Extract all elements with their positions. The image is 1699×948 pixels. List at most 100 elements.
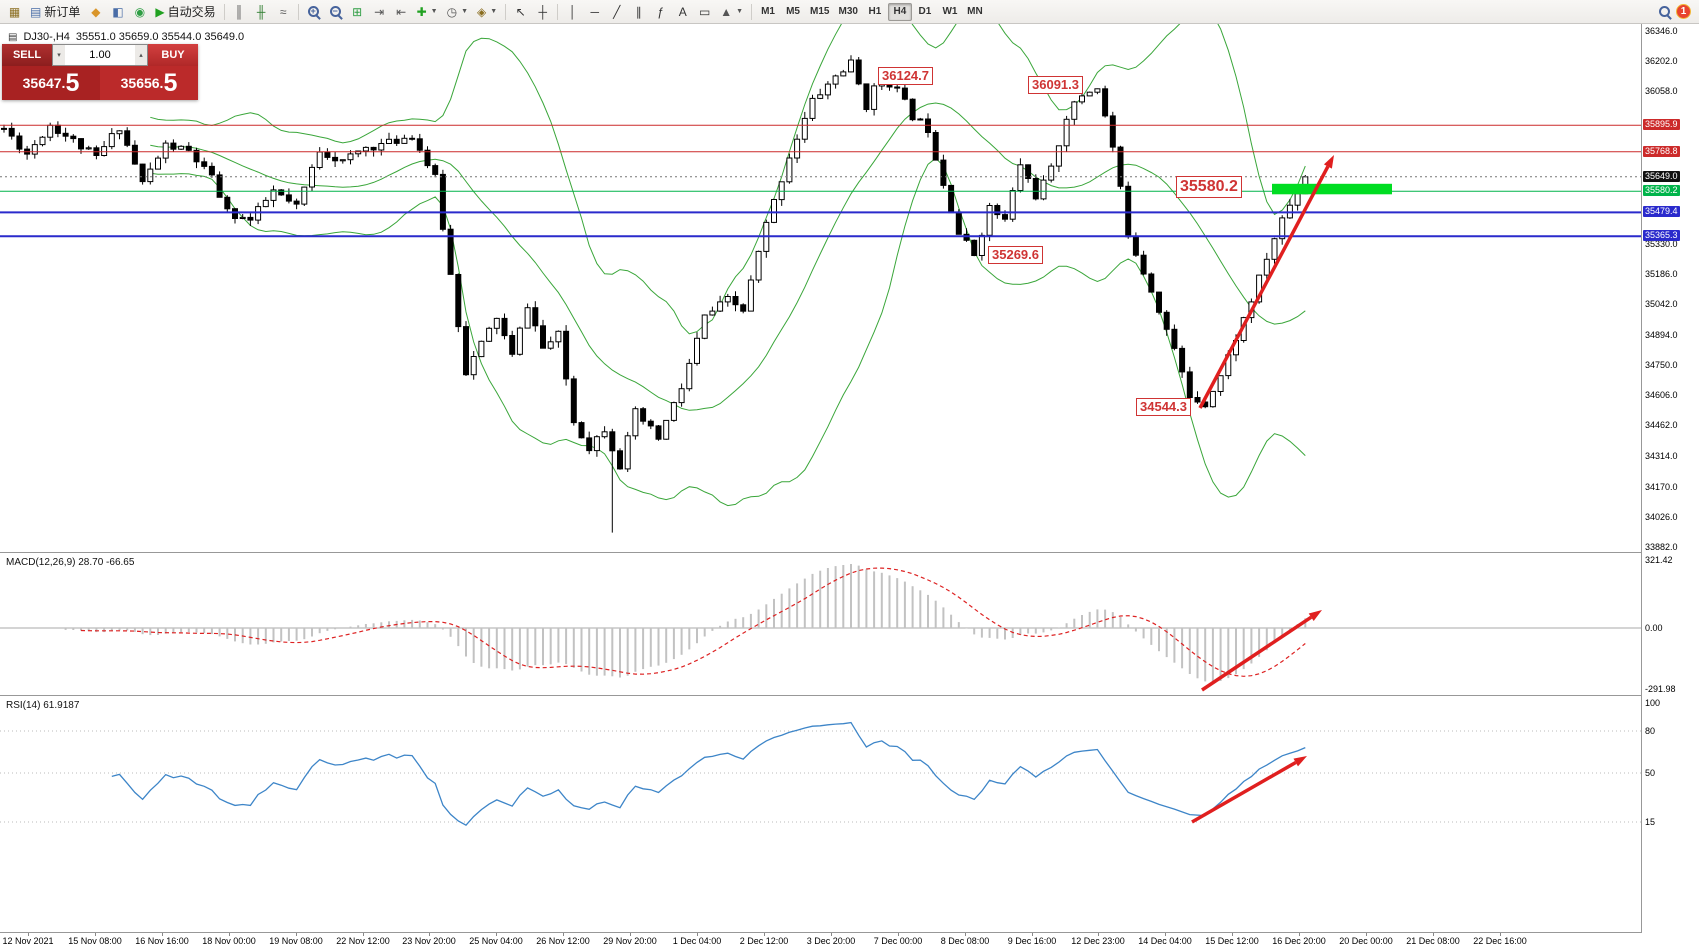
horizontal-line-icon[interactable]: ─ — [584, 2, 605, 22]
time-tick — [1032, 933, 1033, 936]
notification-badge[interactable]: 1 — [1676, 4, 1691, 19]
price-callout[interactable]: 36091.3 — [1028, 76, 1083, 95]
timeframe-d1-button[interactable]: D1 — [913, 3, 937, 21]
crosshair-icon: ┼ — [538, 4, 547, 19]
sell-price-big-digit: 5 — [65, 68, 80, 97]
price-level-label: 35895.9 — [1643, 119, 1680, 130]
text-icon[interactable]: A — [672, 2, 693, 22]
new-order-button-icon: ▤ — [30, 4, 42, 19]
rsi-line — [111, 721, 1306, 827]
timeframe-mn-button[interactable]: MN — [963, 3, 987, 21]
symbol-info: ▤ DJ30-,H4 35551.0 35659.0 35544.0 35649… — [8, 31, 244, 43]
volume-decrease-button[interactable]: ▾ — [53, 45, 65, 65]
price-axis[interactable]: 36346.0 36202.0 36058.0 35330.0 35186.0 35042… — [1641, 24, 1699, 933]
timeframe-h4-button[interactable]: H4 — [887, 2, 912, 21]
cursor-icon[interactable]: ↖ — [510, 2, 531, 22]
time-label: 8 Dec 08:00 — [940, 936, 990, 946]
chart-shift-icon: ⇤ — [396, 4, 407, 19]
vertical-line-icon: │ — [568, 4, 577, 19]
price-callout[interactable]: 36124.7 — [878, 67, 933, 86]
auto-scroll-icon[interactable]: ⇥ — [369, 2, 390, 22]
main-chart-pane[interactable]: ▤ DJ30-,H4 35551.0 35659.0 35544.0 35649… — [0, 24, 1641, 553]
label-icon[interactable]: ▭ — [694, 2, 715, 22]
volume-input[interactable] — [65, 45, 135, 65]
periods-button[interactable]: ◷ ▼ — [443, 2, 472, 22]
autotrade-button[interactable]: ▶ 自动交易 — [151, 2, 219, 22]
time-label: 14 Dec 04:00 — [1138, 936, 1192, 946]
profiles-icon: ◧ — [112, 4, 124, 19]
time-label: 16 Dec 20:00 — [1272, 936, 1326, 946]
periods-button-icon: ◷ — [446, 4, 458, 19]
buy-button[interactable]: BUY — [148, 44, 198, 66]
time-axis[interactable]: 12 Nov 2021 15 Nov 08:00 16 Nov 16:00 18 No… — [0, 933, 1641, 948]
price-callout[interactable]: 35269.6 — [988, 246, 1043, 265]
tile-windows-icon[interactable]: ⊞ — [347, 2, 368, 22]
label-icon: ▭ — [699, 4, 711, 19]
chart-shift-icon[interactable]: ⇤ — [391, 2, 412, 22]
new-chart-icon[interactable]: ◆ — [85, 2, 106, 22]
price-callout[interactable]: 34544.3 — [1136, 398, 1191, 417]
time-tick — [229, 933, 230, 936]
price-level-label: 35768.8 — [1643, 146, 1680, 157]
trend-arrow[interactable] — [1191, 760, 1297, 824]
shapes-button[interactable]: ▲ ▼ — [716, 2, 747, 22]
candlestick-chart-icon[interactable]: ╫ — [251, 2, 272, 22]
time-label: 9 Dec 16:00 — [1007, 936, 1057, 946]
time-tick — [965, 933, 966, 936]
main-chart-canvas[interactable] — [0, 24, 1641, 552]
price-tick-label: 36346.0 — [1645, 26, 1678, 36]
zoom-out-button[interactable]: − — [325, 2, 346, 22]
market-watch-icon[interactable]: ◉ — [129, 2, 150, 22]
symbol-name: DJ30-,H4 — [23, 31, 70, 43]
shapes-button-icon: ▲ — [720, 4, 733, 19]
price-callout[interactable]: 35580.2 — [1176, 176, 1242, 198]
sell-button[interactable]: SELL — [2, 44, 52, 66]
macd-canvas[interactable] — [0, 553, 1641, 695]
rsi-axis-label: 50 — [1645, 768, 1656, 778]
trend-arrow[interactable] — [1198, 165, 1330, 409]
toolbar: ▦ ▤ 新订单 ◆ ◧ ◉ ▶ 自动交易 ║ ╫ ≈ + − ⊞ ⇥ ⇤ ✚ ▼ ◷ ▼ ◈ ▼ ↖ ┼ │ ─ ╱ ∥ ƒ A ▭ ▲ ▼ M1… — [0, 0, 1699, 24]
macd-pane[interactable]: MACD(12,26,9) 28.70 -66.65 — [0, 553, 1641, 696]
tile-windows-icon: ⊞ — [352, 4, 363, 19]
line-chart-icon[interactable]: ≈ — [273, 2, 294, 22]
volume-increase-button[interactable]: ▴ — [135, 45, 147, 65]
rsi-pane[interactable]: RSI(14) 61.9187 — [0, 696, 1641, 933]
highlight-rectangle[interactable] — [1272, 183, 1392, 195]
zoom-in-button[interactable]: + — [303, 2, 324, 22]
buy-price[interactable]: 35656. 5 — [100, 66, 198, 100]
time-tick — [630, 933, 631, 936]
time-label: 20 Dec 00:00 — [1339, 936, 1393, 946]
timeframe-m30-button[interactable]: M30 — [834, 3, 861, 21]
toolbar-separator — [223, 3, 225, 20]
toolbar-separator — [751, 3, 753, 20]
candlestick-chart-icon: ╫ — [256, 4, 266, 19]
toolbar-separator — [505, 3, 507, 20]
crosshair-icon[interactable]: ┼ — [532, 2, 553, 22]
rsi-canvas[interactable] — [0, 696, 1641, 932]
time-tick — [1366, 933, 1367, 936]
bar-chart-icon[interactable]: ║ — [229, 2, 250, 22]
timeframe-m15-button[interactable]: M15 — [806, 3, 833, 21]
chart-mini-icon: ▤ — [8, 31, 18, 43]
sell-price[interactable]: 35647. 5 — [2, 66, 100, 100]
indicators-button-icon: ✚ — [416, 4, 427, 19]
new-order-button[interactable]: ▤ 新订单 — [26, 2, 84, 22]
rsi-axis-label: 80 — [1645, 726, 1656, 736]
trend-arrow[interactable] — [1201, 615, 1313, 692]
indicators-button[interactable]: ✚ ▼ — [413, 2, 442, 22]
trendline-icon[interactable]: ╱ — [606, 2, 627, 22]
timeframe-m1-button[interactable]: M1 — [756, 3, 780, 21]
channel-icon[interactable]: ∥ — [628, 2, 649, 22]
time-tick — [1165, 933, 1166, 936]
vertical-line-icon[interactable]: │ — [562, 2, 583, 22]
templates-button[interactable]: ◈ ▼ — [473, 2, 501, 22]
search-button[interactable] — [1654, 2, 1675, 22]
timeframe-h1-button[interactable]: H1 — [863, 3, 887, 21]
fibonacci-icon[interactable]: ƒ — [650, 2, 671, 22]
profiles-icon[interactable]: ◧ — [107, 2, 128, 22]
timeframe-m5-button[interactable]: M5 — [781, 3, 805, 21]
price-tick-label: 34170.0 — [1645, 482, 1678, 492]
time-tick — [1299, 933, 1300, 936]
trend-arrow-head — [1308, 610, 1322, 621]
timeframe-w1-button[interactable]: W1 — [938, 3, 962, 21]
